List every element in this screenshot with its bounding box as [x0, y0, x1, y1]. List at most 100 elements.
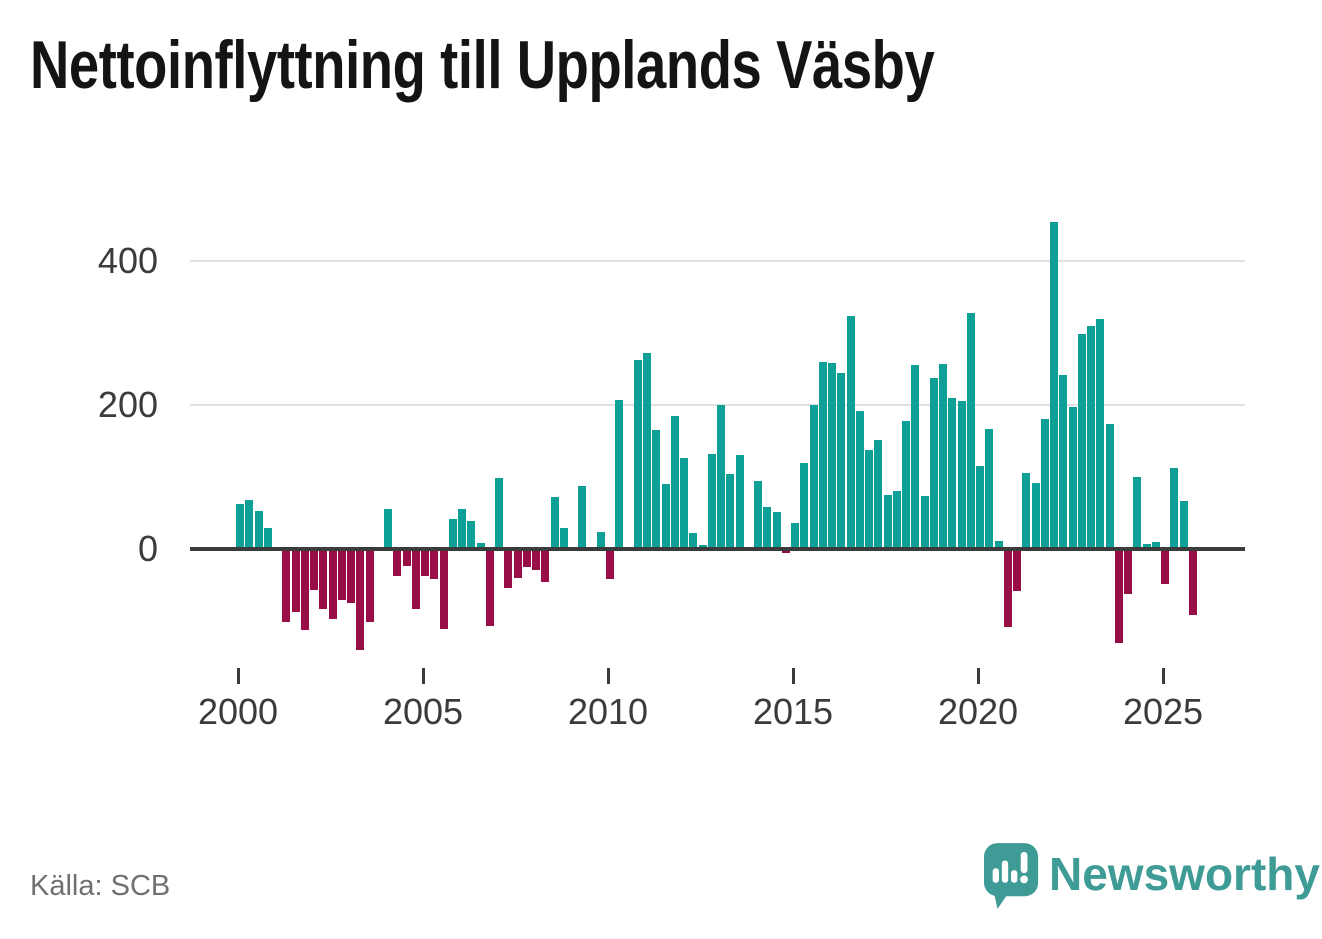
- bar-2003-q1: [347, 549, 355, 603]
- bar-2006-q4: [485, 549, 494, 627]
- bar-2011-q4: [670, 415, 679, 549]
- bar-2016-q1: [828, 362, 836, 549]
- x-axis-label-2015: 2015: [752, 691, 834, 732]
- bar-2022-q2: [1059, 375, 1068, 549]
- bar-2011-q2: [652, 430, 661, 549]
- bar-2013-q3: [735, 455, 744, 549]
- bar-2020-q2: [985, 429, 994, 549]
- bar-2008-q4: [559, 528, 568, 549]
- bar-2015-q1: [791, 523, 799, 549]
- bar-2021-q2: [1022, 472, 1031, 549]
- x-axis-label-2005: 2005: [382, 691, 464, 732]
- gridline-400: [190, 260, 1245, 262]
- brand-logo: Newsworthy: [983, 842, 1320, 910]
- bar-2021-q3: [1031, 482, 1040, 549]
- bar-2013-q1: [717, 405, 725, 549]
- bar-2001-q3: [291, 549, 300, 612]
- bar-2006-q1: [458, 509, 466, 549]
- chart-title: Nettoinflyttning till Upplands Väsby: [30, 27, 935, 103]
- bar-2022-q1: [1050, 222, 1058, 549]
- bar-2017-q2: [874, 440, 883, 549]
- x-tick-2010: [606, 668, 610, 684]
- bar-2005-q2: [430, 549, 439, 580]
- bar-2015-q2: [800, 463, 809, 549]
- bar-2007-q1: [495, 477, 503, 549]
- bar-2000-q1: [236, 503, 244, 549]
- x-tick-2005: [421, 668, 425, 684]
- x-axis-label-2025: 2025: [1122, 691, 1204, 732]
- bar-2015-q4: [818, 361, 827, 549]
- bar-2011-q1: [643, 353, 651, 549]
- bar-2002-q1: [310, 549, 318, 591]
- bar-2023-q2: [1096, 318, 1105, 549]
- bar-2013-q2: [726, 474, 735, 549]
- bar-2017-q4: [892, 491, 901, 549]
- bar-2006-q2: [467, 520, 476, 549]
- bar-2002-q4: [337, 549, 346, 601]
- bar-2020-q4: [1003, 549, 1012, 628]
- y-axis-label-400: 400: [97, 240, 158, 281]
- x-axis-label-2010: 2010: [567, 691, 649, 732]
- bar-2025-q4: [1188, 549, 1197, 615]
- bar-2015-q3: [809, 405, 818, 549]
- bar-2021-q1: [1013, 549, 1021, 591]
- newsworthy-bubble-chart-icon: [983, 843, 1039, 909]
- bar-2008-q1: [532, 549, 540, 570]
- source-note: Källa: SCB: [30, 870, 171, 902]
- mini-bar-2: [1001, 860, 1009, 883]
- x-axis-line: [190, 547, 1245, 551]
- bar-2019-q3: [957, 400, 966, 549]
- bar-2024-q2: [1133, 477, 1142, 549]
- y-axis-label-200: 200: [97, 384, 158, 425]
- bar-2025-q3: [1179, 500, 1188, 549]
- bar-2014-q2: [763, 507, 772, 549]
- bar-2004-q1: [384, 509, 392, 549]
- x-tick-2025: [1161, 668, 1165, 684]
- bar-2019-q1: [939, 363, 947, 549]
- bar-2023-q4: [1114, 549, 1123, 643]
- x-axis-label-2000: 2000: [197, 691, 279, 732]
- bar-2011-q3: [661, 484, 670, 549]
- bar-2024-q4: [1151, 541, 1160, 549]
- bar-2008-q3: [550, 497, 559, 549]
- bar-2009-q2: [578, 486, 587, 549]
- bar-2008-q2: [541, 549, 550, 583]
- bar-2017-q1: [865, 449, 873, 549]
- bar-2012-q2: [689, 533, 698, 549]
- bar-2024-q3: [1142, 543, 1151, 549]
- bar-2012-q1: [680, 458, 688, 549]
- bar-2014-q3: [772, 512, 781, 549]
- bar-2017-q3: [883, 495, 892, 549]
- bar-2016-q3: [846, 315, 855, 549]
- bar-2007-q4: [522, 549, 531, 567]
- bar-2016-q2: [837, 373, 846, 549]
- bar-2004-q2: [393, 549, 402, 576]
- bar-2014-q1: [754, 481, 762, 549]
- bar-2007-q2: [504, 549, 513, 588]
- bar-2009-q4: [596, 531, 605, 549]
- bar-2007-q3: [513, 549, 522, 578]
- bar-2024-q1: [1124, 549, 1132, 595]
- bar-2018-q2: [911, 364, 920, 549]
- bar-2010-q1: [606, 549, 614, 579]
- bar-2001-q2: [282, 549, 291, 623]
- bar-2023-q1: [1087, 325, 1095, 549]
- bar-2018-q3: [920, 496, 929, 549]
- mini-bar-3: [1011, 870, 1018, 883]
- bar-2001-q4: [300, 549, 309, 630]
- bar-2012-q4: [707, 453, 716, 549]
- bar-2019-q4: [966, 312, 975, 549]
- bar-2022-q3: [1068, 407, 1077, 549]
- bar-2003-q2: [356, 549, 365, 650]
- x-tick-2020: [976, 668, 980, 684]
- bar-2004-q4: [411, 549, 420, 609]
- bar-2019-q2: [948, 397, 957, 549]
- mini-bar-1: [992, 868, 999, 883]
- bar-2018-q1: [902, 420, 910, 549]
- bar-2020-q1: [976, 466, 984, 549]
- bar-2021-q4: [1040, 418, 1049, 549]
- exclamation-stem: [1020, 851, 1028, 874]
- bar-2018-q4: [929, 378, 938, 549]
- bar-2010-q4: [633, 360, 642, 549]
